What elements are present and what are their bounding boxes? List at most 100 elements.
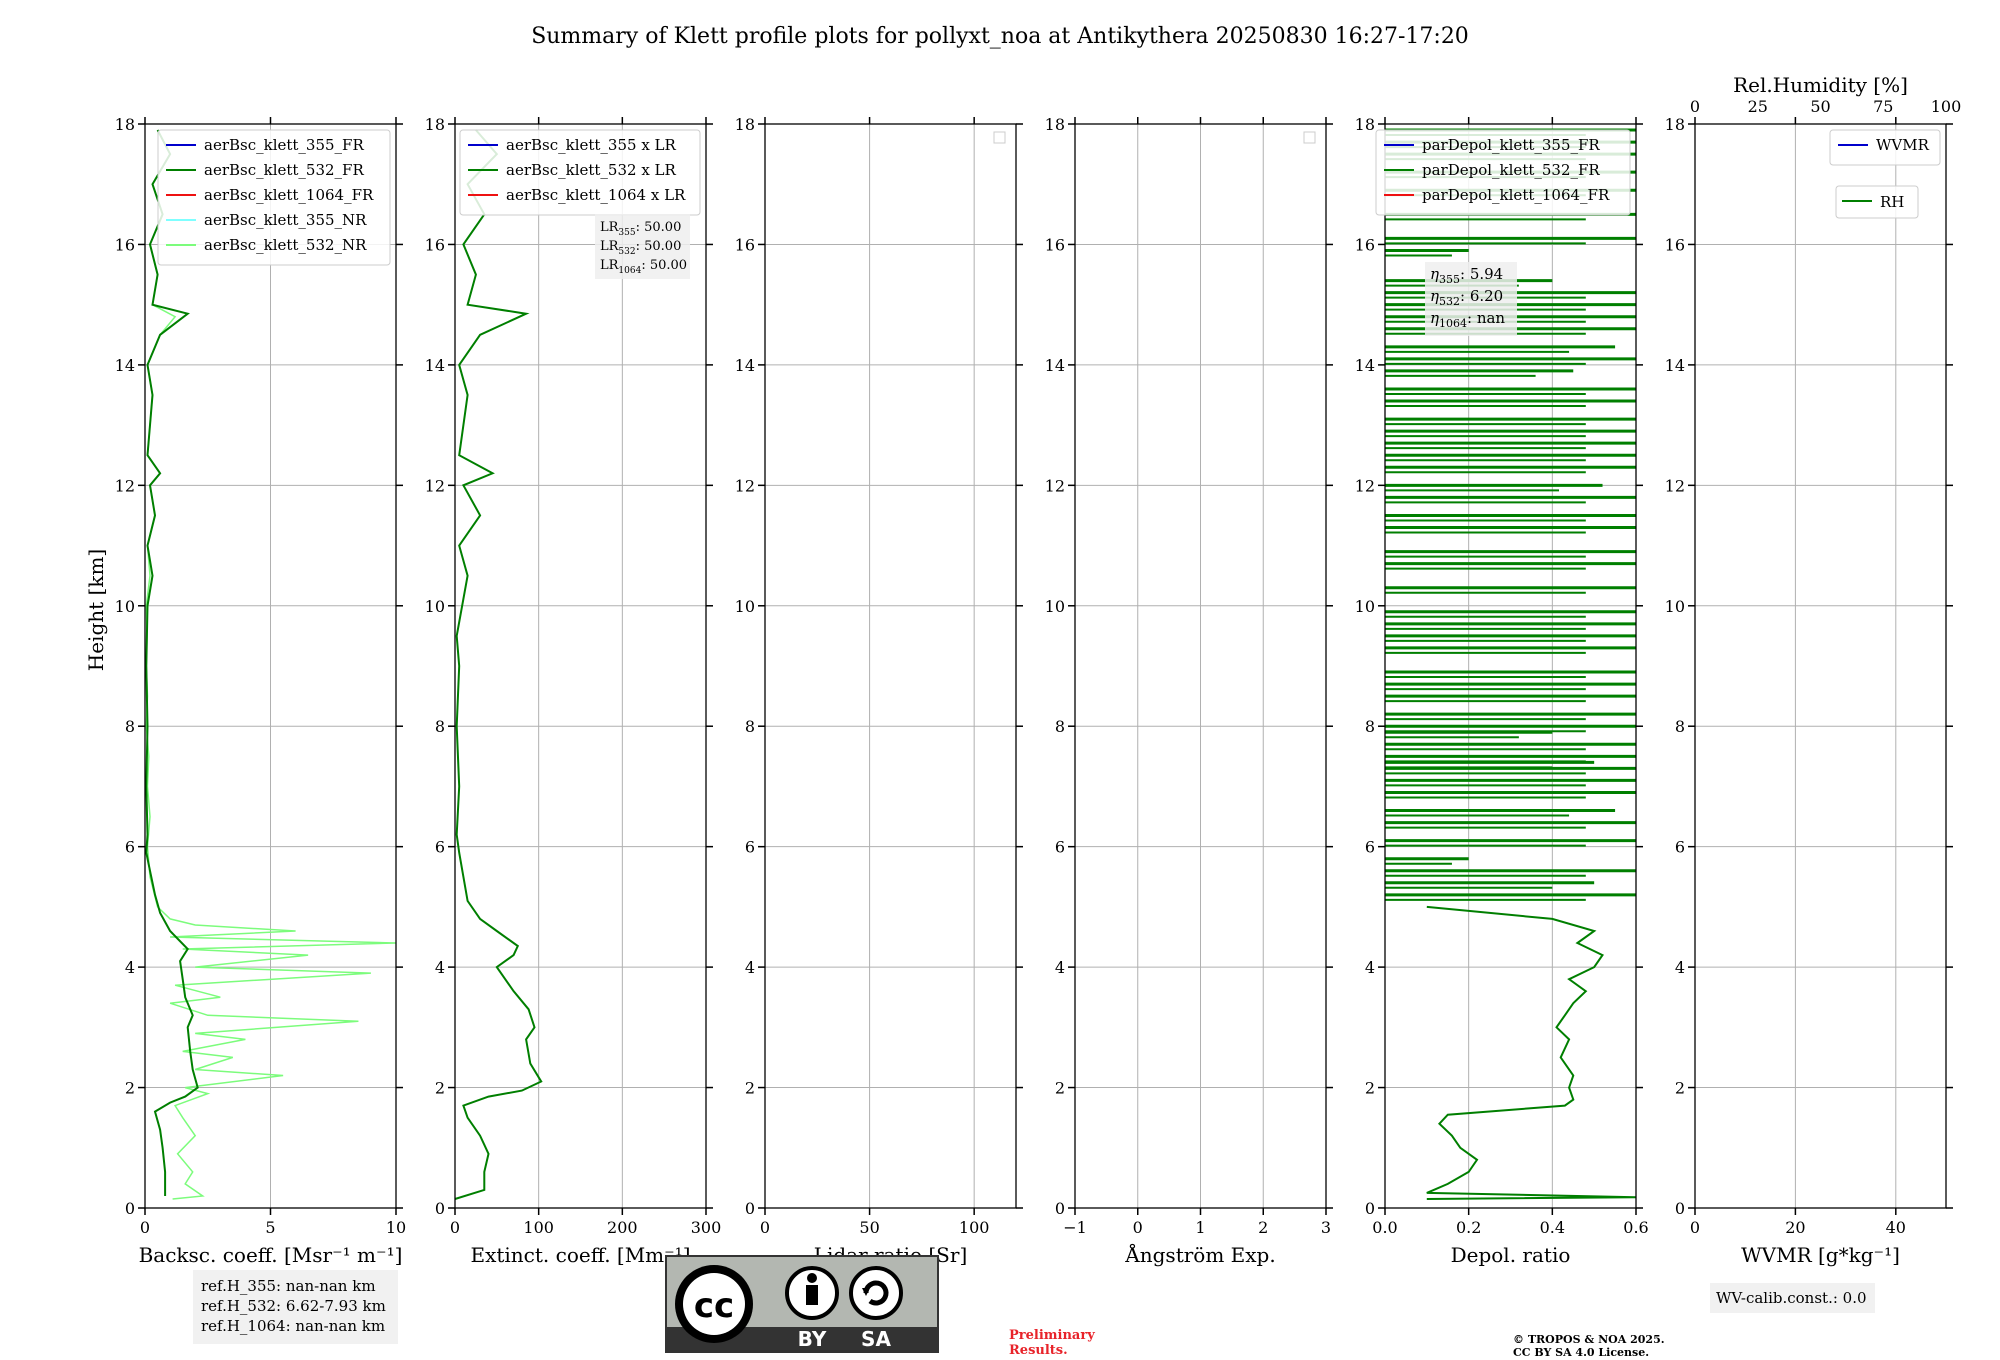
empty-legend (993, 131, 1006, 144)
legend-entry: aerBsc_klett_532_NR (204, 236, 367, 254)
wv-calib-text: WV-calib.const.: 0.0 (1716, 1289, 1867, 1307)
x-tick-label: 100 (523, 1218, 554, 1237)
badge-by: BY (798, 1327, 827, 1351)
y-tick-label: 4 (1055, 958, 1065, 977)
x-tick-label: 5 (265, 1218, 275, 1237)
legend-box (1829, 129, 1941, 166)
legend-entry: aerBsc_klett_355_FR (204, 136, 364, 154)
preliminary-line1: Preliminary (1009, 1328, 1095, 1343)
x-tick-label: 0 (1690, 1218, 1700, 1237)
y-tick-label: 14 (735, 356, 755, 375)
x-tick-label: 40 (1886, 1218, 1906, 1237)
x-tick-label: 300 (691, 1218, 722, 1237)
grid-backscatter (144, 123, 397, 1209)
axes-frame-depol (1384, 123, 1637, 1209)
legend-entry: aerBsc_klett_532_FR (204, 161, 364, 179)
x-axis-label-backscatter: Backsc. coeff. [Msr⁻¹ m⁻¹] (139, 1243, 403, 1267)
y-tick-label: 18 (1355, 115, 1375, 134)
y-tick-label: 16 (735, 235, 755, 254)
legend-box (157, 129, 391, 266)
x-tick-label: 0 (450, 1218, 460, 1237)
x-tick-label: 50 (859, 1218, 879, 1237)
x-tick-label: 10 (386, 1218, 406, 1237)
y-tick-label: 6 (1675, 838, 1685, 857)
cc-by-sa-badge: cc BY SA (665, 1255, 939, 1353)
grid-extinction (454, 123, 707, 1209)
ref-height-532: ref.H_532: 6.62-7.93 km (201, 1297, 386, 1315)
y-tick-label: 14 (1665, 356, 1685, 375)
y-tick-label: 10 (735, 597, 755, 616)
legend-entry: RH (1880, 193, 1904, 211)
axes-frame-lidar_ratio (764, 123, 1017, 1209)
panel-lidar_ratio: 024681012141618050100Lidar ratio [Sr] (735, 115, 1023, 1267)
y-tick-label: 2 (435, 1079, 445, 1098)
y-tick-label: 14 (115, 356, 135, 375)
annotation-line: η1064: nan (1430, 309, 1505, 330)
y-tick-label: 12 (1355, 476, 1375, 495)
y-tick-label: 8 (435, 717, 445, 736)
y-tick-label: 4 (745, 958, 755, 977)
legend-box (1375, 129, 1631, 216)
wv-calib-box: WV-calib.const.: 0.0 (1710, 1283, 1875, 1313)
y-tick-label: 18 (425, 115, 445, 134)
y-tick-label: 6 (435, 838, 445, 857)
series-aerBsc_klett_532_FR (145, 129, 199, 1196)
y-tick-label: 16 (425, 235, 445, 254)
attribution-icon (785, 1266, 839, 1320)
x-tick-label: −1 (1063, 1218, 1087, 1237)
legend-entry: WVMR (1876, 136, 1930, 154)
legend-entry: aerBsc_klett_1064_FR (204, 186, 374, 204)
panel-depol: 0 2 4 6 8 10 12 14 16 18 0.0 0.2 0.4 0.6 Depol. ratio p… (1355, 115, 1649, 1267)
copyright-line1: © TROPOS & NOA 2025. (1513, 1333, 1665, 1346)
y-tick-label: 18 (1665, 115, 1685, 134)
y-tick-label: 6 (1055, 838, 1065, 857)
panel-backscatter: 0 2 4 6 8 10 12 14 16 18 0 5 10 Backsc. coeff. [Msr⁻¹… (115, 115, 407, 1267)
annotation-line: LR532: 50.00 (600, 239, 681, 257)
top-tick-label: 0 (1690, 97, 1700, 116)
empty-legend (1303, 131, 1316, 144)
y-tick-label: 12 (425, 476, 445, 495)
y-tick-label: 2 (745, 1079, 755, 1098)
top-tick-label: 100 (1931, 97, 1962, 116)
copyright-line2: CC BY SA 4.0 License. (1513, 1346, 1649, 1359)
x-tick-label: 0.0 (1372, 1218, 1397, 1237)
top-axis-label: Rel.Humidity [%] (1733, 73, 1908, 97)
annotation-line: LR355: 50.00 (600, 220, 681, 238)
y-tick-label: 2 (1055, 1079, 1065, 1098)
y-axis-label: Height [km] (84, 549, 108, 671)
panel-wvmr: 0 2 4 6 8 10 12 14 16 18 0 20 40 WVMR [g*kg⁻¹] 0 25 50 75… (1665, 73, 1962, 1267)
top-tick-label: 50 (1810, 97, 1830, 116)
ref-height-1064: ref.H_1064: nan-nan km (201, 1317, 385, 1335)
y-tick-label: 10 (1355, 597, 1375, 616)
badge-sa: SA (861, 1327, 891, 1351)
series-aerBsc_klett_532 x LR (454, 129, 543, 1200)
y-tick-label: 0 (1675, 1199, 1685, 1218)
x-tick-label: 100 (959, 1218, 990, 1237)
y-tick-label: 8 (1675, 717, 1685, 736)
y-tick-label: 10 (115, 597, 135, 616)
y-tick-label: 18 (735, 115, 755, 134)
x-tick-label: 1 (1195, 1218, 1205, 1237)
y-tick-label: 8 (1055, 717, 1065, 736)
y-tick-label: 4 (1365, 958, 1375, 977)
grid-wvmr (1694, 123, 1946, 1209)
x-axis-label-angstrom: Ångström Exp. (1124, 1242, 1275, 1267)
y-tick-label: 6 (1365, 838, 1375, 857)
annotation-line: LR1064: 50.00 (600, 258, 687, 276)
x-tick-label: 2 (1258, 1218, 1268, 1237)
top-tick-label: 75 (1873, 97, 1893, 116)
x-axis-label-depol: Depol. ratio (1451, 1243, 1571, 1267)
x-tick-label: 0 (760, 1218, 770, 1237)
y-tick-label: 0 (745, 1199, 755, 1218)
y-tick-label: 8 (1365, 717, 1375, 736)
top-tick-label: 25 (1748, 97, 1768, 116)
y-tick-label: 2 (1675, 1079, 1685, 1098)
axes-frame-wvmr (1694, 123, 1947, 1209)
y-tick-label: 8 (745, 717, 755, 736)
legend-entry: parDepol_klett_355_FR (1422, 136, 1600, 154)
y-tick-label: 16 (1355, 235, 1375, 254)
